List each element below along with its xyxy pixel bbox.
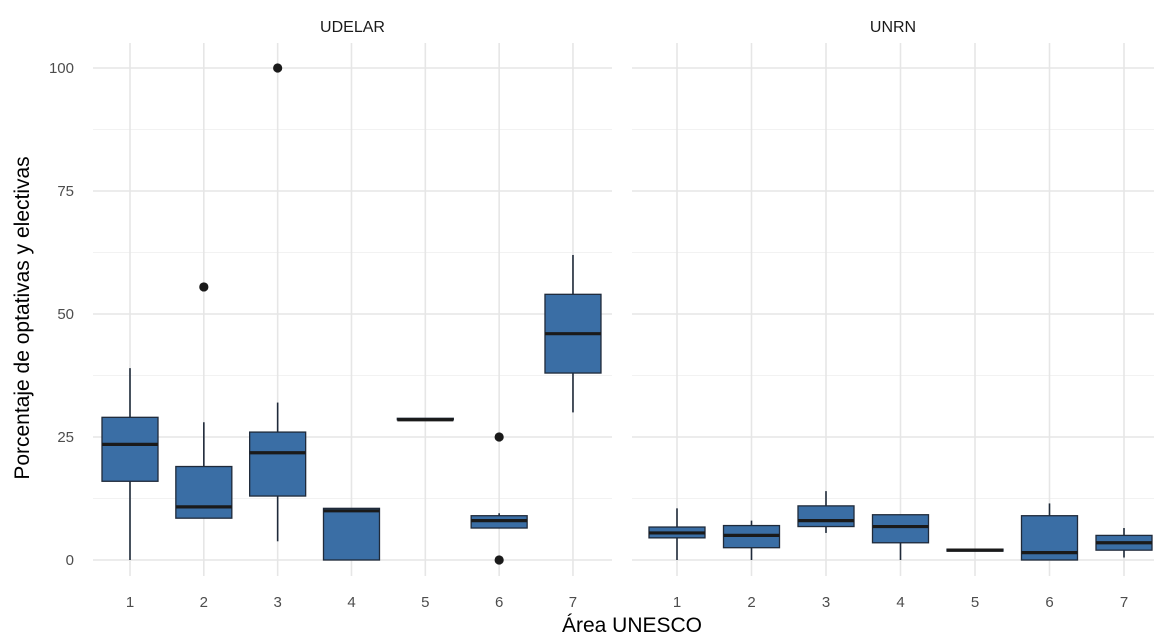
box-group <box>175 282 233 519</box>
x-tick-label: 6 <box>495 594 503 611</box>
outlier-point <box>494 432 504 442</box>
x-tick-label: 7 <box>1120 594 1128 611</box>
x-tick-label: 5 <box>421 594 429 611</box>
box-iqr <box>797 505 855 528</box>
box-group <box>101 368 159 560</box>
outlier-point <box>199 282 209 292</box>
box-group <box>871 514 930 560</box>
outlier-point <box>494 555 504 565</box>
x-tick-label: 2 <box>200 594 208 611</box>
box-group <box>249 63 307 542</box>
box-iqr <box>871 514 930 544</box>
grid-layer <box>93 43 1154 576</box>
mark-layer <box>101 63 1153 565</box>
box-group <box>1020 503 1079 561</box>
box-iqr <box>175 465 233 519</box>
box-iqr <box>249 431 307 497</box>
y-tick-label: 75 <box>57 183 74 200</box>
x-tick-label: 4 <box>896 594 904 611</box>
x-axis-title: Área UNESCO <box>562 614 702 637</box>
x-tick-label: 3 <box>273 594 281 611</box>
box-group <box>544 254 602 413</box>
box-iqr <box>101 416 159 482</box>
x-tick-label: 5 <box>971 594 979 611</box>
x-tick-label: 2 <box>747 594 755 611</box>
label-layer: 0 25 50 75 100 UDELAR 1 2 3 4 5 6 7 UNRN 1 2 3 4 5 6 7 <box>49 19 1128 611</box>
y-axis-title: Porcentaje de optativas y electivas <box>11 156 34 479</box>
y-tick-label: 100 <box>49 60 74 77</box>
box-group <box>797 491 855 533</box>
box-group <box>946 548 1004 552</box>
x-tick-label: 1 <box>126 594 134 611</box>
box-group <box>1095 528 1153 558</box>
y-tick-label: 50 <box>57 306 74 323</box>
x-tick-label: 4 <box>347 594 355 611</box>
y-tick-label: 25 <box>57 429 74 446</box>
x-tick-label: 3 <box>822 594 830 611</box>
x-tick-label: 6 <box>1045 594 1053 611</box>
outlier-point <box>273 63 283 73</box>
facet-label: UDELAR <box>320 19 385 36</box>
x-tick-label: 7 <box>569 594 577 611</box>
box-iqr <box>322 507 381 561</box>
facet-label: UNRN <box>870 19 916 36</box>
box-group <box>648 508 706 560</box>
box-group <box>722 520 781 560</box>
x-tick-label: 1 <box>673 594 681 611</box>
y-tick-label: 0 <box>66 552 74 569</box>
box-group <box>322 507 381 561</box>
box-group <box>470 432 528 565</box>
box-group <box>396 417 454 422</box>
